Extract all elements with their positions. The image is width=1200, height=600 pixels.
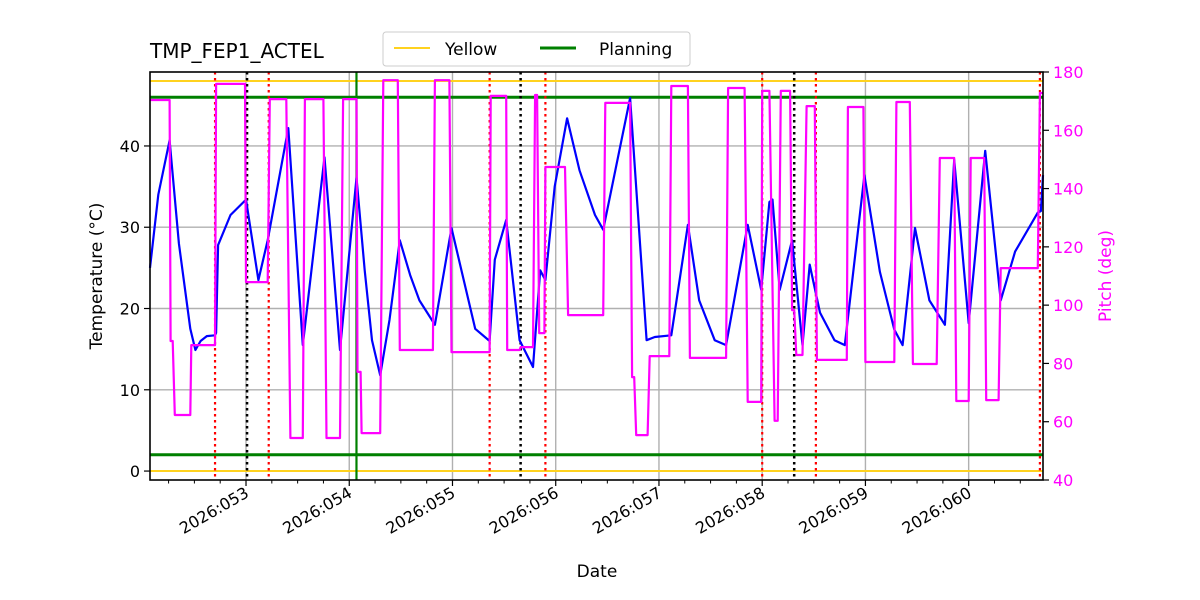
- y2-axis-label: Pitch (deg): [1096, 230, 1116, 322]
- y2-tick-label: 180: [1053, 63, 1084, 82]
- temperature-line: [148, 96, 1045, 377]
- legend: Yellow Planning: [382, 31, 691, 67]
- y-tick-label: 30: [120, 218, 140, 237]
- y-tick-label: 40: [120, 137, 140, 156]
- y2-tick-label: 120: [1053, 238, 1084, 257]
- pitch-line: [150, 79, 1043, 440]
- y2-tick-label: 80: [1053, 354, 1073, 373]
- y2-tick-label: 40: [1053, 471, 1073, 490]
- y2-tick-label: 100: [1053, 296, 1084, 315]
- y-tick-label: 10: [120, 381, 140, 400]
- legend-label-planning: Planning: [599, 40, 672, 60]
- chart-title: TMP_FEP1_ACTEL: [149, 39, 325, 63]
- plot-frame: [149, 71, 1044, 481]
- legend-label-yellow: Yellow: [444, 40, 497, 60]
- x-axis-label: Date: [577, 562, 618, 582]
- legend-box: [382, 31, 691, 67]
- plot-lines: [148, 72, 1045, 480]
- y2-tick-label: 140: [1053, 180, 1084, 199]
- y-axis-label: Temperature (°C): [87, 203, 107, 351]
- y2-tick-label: 160: [1053, 121, 1084, 140]
- y2-tick-label: 60: [1053, 413, 1073, 432]
- y-tick-label: 20: [120, 300, 140, 319]
- y-tick-label: 0: [130, 462, 140, 481]
